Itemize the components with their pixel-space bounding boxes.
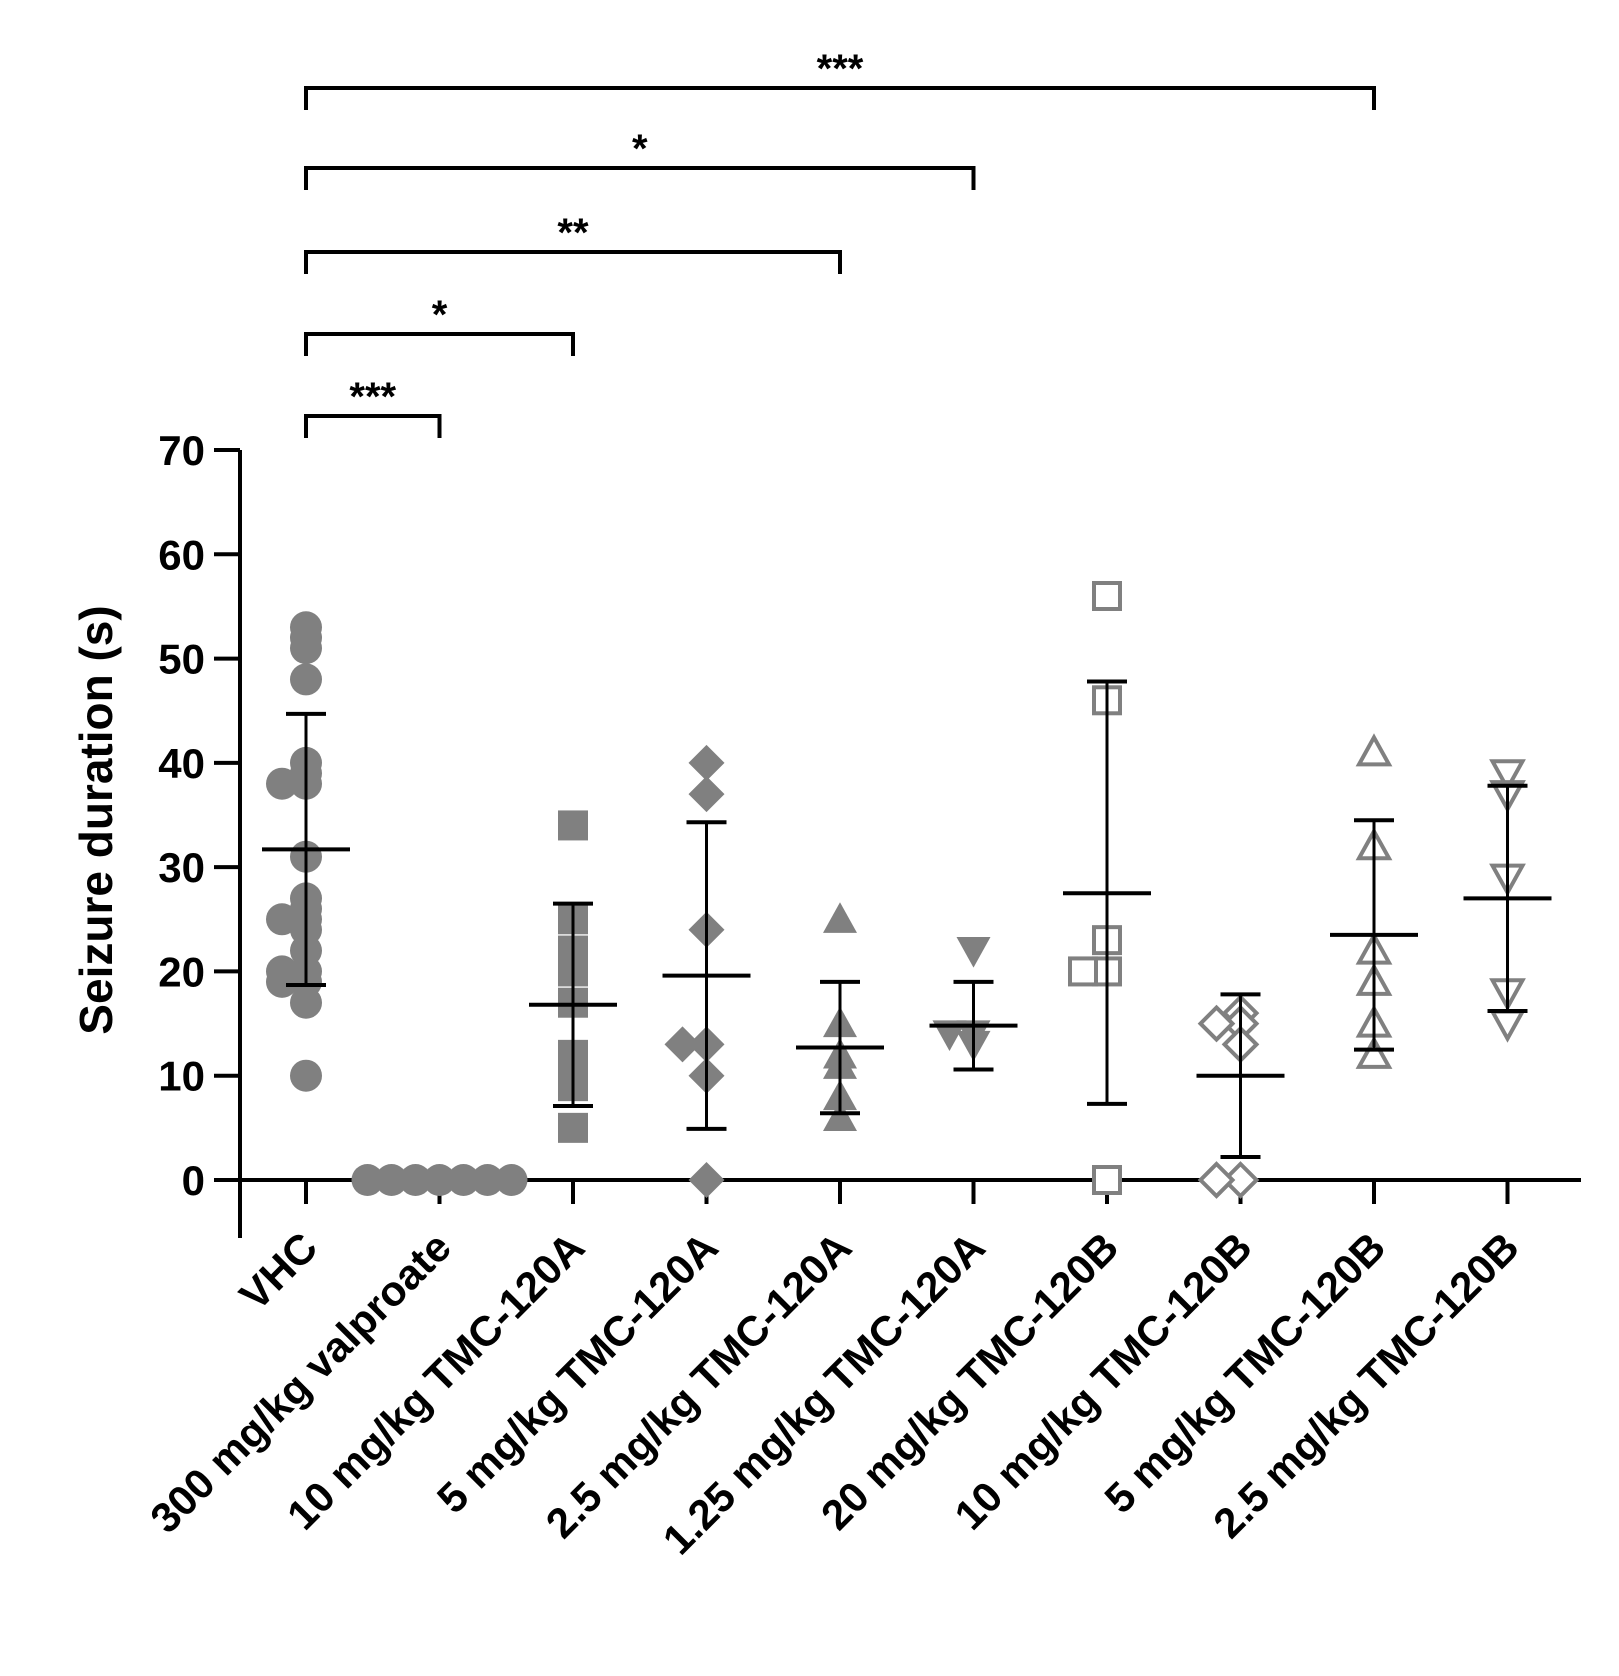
data-point xyxy=(375,1164,408,1196)
significance-brackets: ********** xyxy=(304,47,1376,438)
data-point xyxy=(956,936,991,968)
significance-label: *** xyxy=(817,47,864,91)
data-point xyxy=(1092,581,1122,611)
data-point xyxy=(688,1162,725,1198)
data-point xyxy=(423,1164,456,1196)
data-point xyxy=(932,1020,967,1051)
category-label: VHC xyxy=(230,1223,326,1319)
data-point xyxy=(664,1026,701,1063)
data-point xyxy=(823,902,857,933)
significance-label: * xyxy=(432,293,448,337)
ticks: 0 10 20 30 40 50 60 70 xyxy=(158,427,1510,1204)
significance-bracket xyxy=(304,250,842,274)
data-point xyxy=(290,663,322,696)
data-point xyxy=(266,965,298,998)
data-point xyxy=(290,1059,322,1092)
y-tick-label: 0 xyxy=(182,1157,205,1204)
significance-label: *** xyxy=(349,375,396,419)
significance-label: * xyxy=(632,127,648,171)
data-point xyxy=(688,776,725,813)
significance-bracket xyxy=(304,414,442,438)
data-point xyxy=(495,1164,528,1196)
data-point xyxy=(1489,1009,1526,1043)
data-point xyxy=(447,1164,480,1196)
significance-bracket xyxy=(304,86,1376,110)
data-point xyxy=(351,1164,384,1196)
data-point xyxy=(266,767,298,800)
data-point xyxy=(1068,956,1098,987)
y-tick-label: 70 xyxy=(158,427,205,474)
data-point xyxy=(823,1100,857,1132)
y-tick-label: 50 xyxy=(158,636,205,683)
data-point xyxy=(558,810,588,841)
y-axis-title: Seizure duration (s) xyxy=(70,605,122,1034)
data-point xyxy=(1355,1035,1393,1069)
data-point xyxy=(1489,759,1526,793)
error-bars xyxy=(262,679,1552,1160)
y-tick-label: 10 xyxy=(158,1053,205,1100)
y-tick-label: 30 xyxy=(158,844,205,891)
data-point xyxy=(399,1164,432,1196)
data-point xyxy=(1197,1004,1236,1043)
data-point xyxy=(1092,1165,1122,1195)
data-points xyxy=(266,581,1526,1199)
data-point xyxy=(290,632,322,665)
y-tick-label: 40 xyxy=(158,740,205,787)
data-point xyxy=(688,744,725,781)
data-point xyxy=(290,986,322,1019)
significance-label: ** xyxy=(557,211,589,255)
significance-bracket xyxy=(304,166,976,190)
y-tick-label: 20 xyxy=(158,948,205,995)
data-point xyxy=(558,1112,588,1143)
data-point xyxy=(1197,1161,1236,1199)
data-point xyxy=(471,1164,504,1196)
data-point xyxy=(1355,733,1393,767)
y-tick-label: 60 xyxy=(158,531,205,578)
significance-bracket xyxy=(304,332,575,356)
data-point xyxy=(266,903,298,936)
